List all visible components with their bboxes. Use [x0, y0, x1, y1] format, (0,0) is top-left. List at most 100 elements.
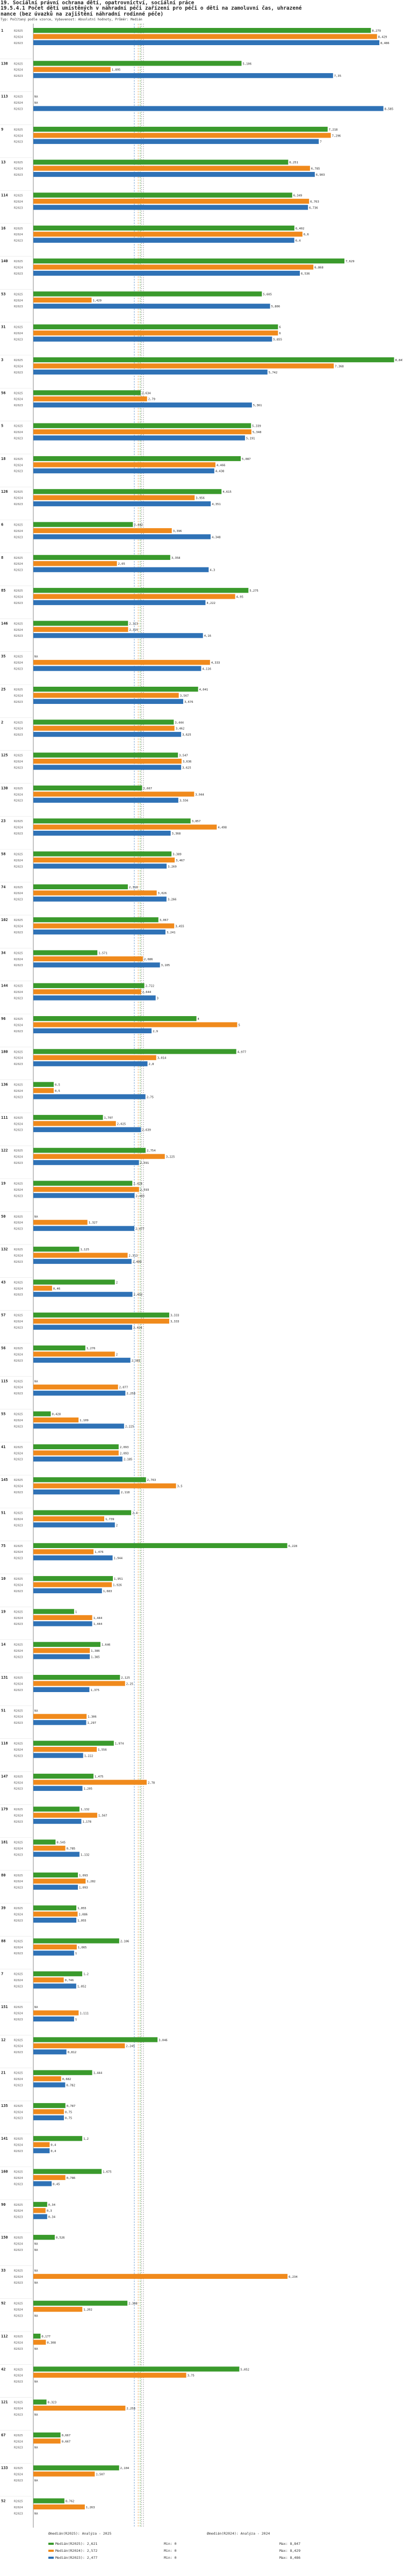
- group-label: 88: [1, 1939, 5, 1943]
- data-label: 0,762: [66, 2500, 75, 2503]
- data-label: 7,35: [334, 75, 341, 78]
- series-label: R2025: [14, 1084, 23, 1087]
- bar-r2024: [33, 2043, 125, 2048]
- series-label: R2024: [14, 1946, 23, 1949]
- data-label: 2,483: [135, 1195, 145, 1198]
- bar-r2024: [33, 429, 251, 435]
- series-label: R2023: [14, 141, 23, 144]
- data-label: 1,476: [95, 1551, 104, 1554]
- bar-r2024: [33, 956, 143, 961]
- data-label: 2,634: [142, 392, 151, 395]
- data-label: 3,567: [180, 694, 189, 697]
- series-label: R2023: [14, 2084, 23, 2087]
- data-label: 0,682: [62, 2078, 71, 2081]
- bar-r2024: [33, 34, 377, 39]
- bar-r2023: [33, 73, 333, 78]
- data-label: 6,903: [316, 174, 325, 177]
- bar-r2023: [33, 765, 182, 770]
- series-label: R2023: [14, 1623, 23, 1626]
- series-label: R2024: [14, 991, 23, 994]
- bar-r2024: [33, 1747, 97, 1752]
- series-label: R2025: [14, 820, 23, 823]
- bar-r2023: [33, 336, 272, 342]
- bar-r2025: [33, 818, 191, 824]
- group-label: 144: [1, 984, 8, 988]
- bar-r2024: [33, 1253, 128, 1258]
- data-label: 8,429: [378, 35, 387, 39]
- bar-r2025: [33, 1576, 113, 1581]
- data-label: 1,282: [87, 1880, 96, 1883]
- bar-r2024: [33, 1417, 79, 1423]
- bar-r2023: [33, 1258, 132, 1264]
- series-label: R2023: [14, 1557, 23, 1560]
- data-label: 6,6: [304, 233, 309, 236]
- group-label: 118: [1, 1742, 8, 1746]
- data-label: 1,475: [95, 1775, 104, 1779]
- data-label: 1,222: [84, 1754, 93, 1758]
- bar-r2024: [33, 2504, 85, 2510]
- bar-r2024: [33, 2208, 46, 2213]
- series-label: R2025: [14, 293, 23, 296]
- series-label: R2025: [14, 260, 23, 263]
- data-label: 3,026: [158, 892, 167, 895]
- series-label: R2025: [14, 589, 23, 593]
- data-label: 1,444: [93, 1617, 103, 1620]
- bar-r2025: [33, 588, 249, 593]
- series-label: R2025: [14, 1050, 23, 1054]
- group-label: 121: [1, 2400, 8, 2405]
- group-label: 92: [1, 2301, 5, 2306]
- series-label: R2025: [14, 1973, 23, 1976]
- series-label: R2023: [14, 272, 23, 276]
- series-label: R2024: [14, 826, 23, 830]
- group-label: 52: [1, 2499, 5, 2503]
- data-label: 4,16: [204, 635, 211, 638]
- series-label: R2025: [14, 1841, 23, 1845]
- bar-r2024: [33, 1186, 139, 1192]
- series-label: R2024: [14, 332, 23, 335]
- data-label: 0,4: [51, 2144, 56, 2147]
- series-label: R2024: [14, 1255, 23, 1258]
- bar-r2023: [33, 666, 202, 671]
- group-label: 53: [1, 292, 5, 296]
- na-label: NA: [34, 2269, 38, 2272]
- series-label: R2025: [14, 2467, 23, 2470]
- chart-subtitle: Typ: Počítaný podle vzorce, Vybavenost: …: [1, 18, 142, 21]
- bar-r2025: [33, 160, 289, 165]
- data-label: 2,25: [126, 1682, 133, 1686]
- bar-r2023: [33, 896, 167, 902]
- bar-r2025: [33, 225, 294, 231]
- bar-r2023: [33, 501, 211, 507]
- series-label: R2023: [14, 997, 23, 1001]
- data-label: 3,857: [192, 820, 201, 823]
- bar-r2024: [33, 1220, 88, 1225]
- bar-r2023: [33, 1720, 87, 1725]
- bar-r2024: [33, 528, 172, 534]
- data-label: 1,086: [78, 1913, 88, 1917]
- bar-r2024: [33, 1285, 52, 1291]
- bar-r2024: [33, 1582, 112, 1587]
- series-label: R2023: [14, 1524, 23, 1527]
- na-label: NA: [34, 2479, 38, 2483]
- data-label: 1,375: [90, 1689, 99, 1692]
- legend-max-2024: Max: 8,429: [279, 2549, 301, 2553]
- group-label: 34: [1, 951, 5, 955]
- series-label: R2024: [14, 2243, 23, 2246]
- series-label: R2023: [14, 536, 23, 539]
- bar-r2024: [33, 2175, 66, 2181]
- group-label: 13: [1, 160, 5, 164]
- series-label: R2025: [14, 919, 23, 922]
- bar-r2025: [33, 1049, 236, 1054]
- series-label: R2023: [14, 569, 23, 572]
- bar-r2023: [33, 633, 203, 638]
- data-label: 1,2: [83, 1973, 89, 1976]
- group-label: 16: [1, 226, 5, 231]
- data-label: 4,116: [202, 668, 211, 671]
- series-label: R2023: [14, 1096, 23, 1099]
- series-label: R2023: [14, 800, 23, 803]
- data-label: 2,79: [148, 398, 155, 401]
- bar-r2023: [33, 2016, 74, 2021]
- group-label: 56: [1, 391, 5, 395]
- legend-median-2023: Medián(R2023): 2,477: [48, 2556, 97, 2560]
- series-label: R2025: [14, 392, 23, 395]
- bar-r2023: [33, 797, 178, 803]
